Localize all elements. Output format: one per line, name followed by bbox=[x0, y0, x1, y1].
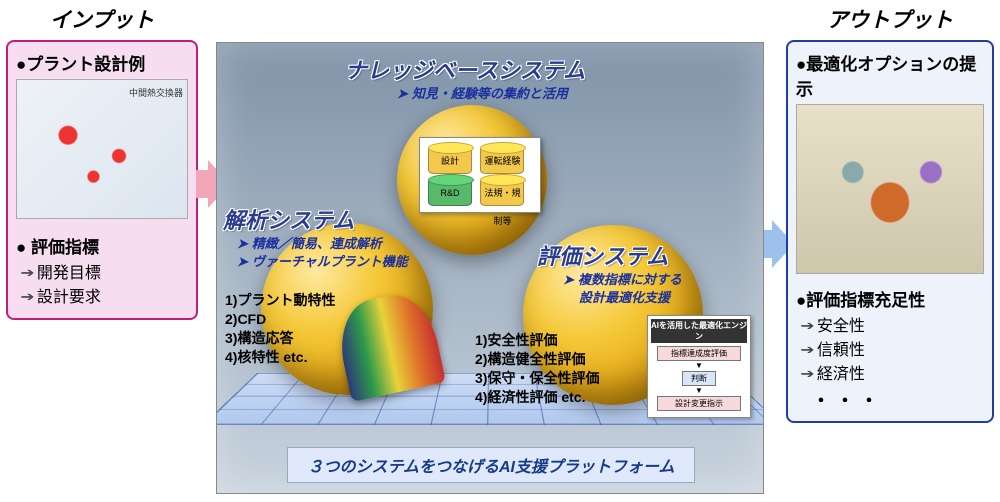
evaluation-title: 評価システム bbox=[537, 239, 668, 271]
input-heading-metrics: 評価指標 bbox=[16, 233, 188, 258]
evaluation-l3: 3)保守・保全性評価 bbox=[475, 369, 599, 388]
evaluation-l1: 1)安全性評価 bbox=[475, 331, 599, 350]
output-sub-economy: 経済性 bbox=[802, 363, 984, 387]
plant-design-image: 中間熱交換器 bbox=[16, 79, 188, 219]
analysis-sub2: ➤ヴァーチャルプラント機能 bbox=[237, 251, 408, 270]
analysis-title: 解析システム bbox=[223, 203, 354, 235]
analysis-l1: 1)プラント動特性 bbox=[225, 291, 335, 310]
knowledge-title: ナレッジベースシステム bbox=[345, 53, 585, 85]
output-sub-reliability: 信頼性 bbox=[802, 339, 984, 363]
evaluation-sub2: 設計最適化支援 bbox=[579, 287, 670, 306]
output-column: アウトプット 最適化オプションの提示 評価指標充足性 安全性 信頼性 経済性 ・… bbox=[786, 0, 994, 423]
analysis-l2: 2)CFD bbox=[225, 310, 335, 329]
input-column: インプット プラント設計例 中間熱交換器 評価指標 開発目標 設計要求 bbox=[6, 0, 198, 320]
cyl-ops: 運転経験 bbox=[480, 146, 524, 174]
input-header: インプット bbox=[6, 0, 198, 40]
flow-step-b: 判断 bbox=[682, 371, 716, 386]
reactor-image bbox=[796, 104, 984, 274]
flow-title: AIを活用した最適化エンジン bbox=[651, 319, 747, 343]
evaluation-list: 1)安全性評価 2)構造健全性評価 3)保守・保全性評価 4)経済性評価 etc… bbox=[475, 331, 599, 407]
cyl-rnd: R&D bbox=[428, 178, 472, 206]
evaluation-l4: 4)経済性評価 etc. bbox=[475, 388, 599, 407]
center-footer: ３つのシステムをつなげるAI支援プラットフォーム bbox=[287, 447, 695, 483]
input-panel: プラント設計例 中間熱交換器 評価指標 開発目標 設計要求 bbox=[6, 40, 198, 320]
cyl-reg: 法規・規制等 bbox=[480, 178, 524, 206]
knowledge-db-card: 設計 運転経験 R&D 法規・規制等 bbox=[419, 137, 541, 213]
analysis-l3: 3)構造応答 bbox=[225, 329, 335, 348]
flow-step-a: 指標達成度評価 bbox=[657, 346, 741, 361]
output-sub-safety: 安全性 bbox=[802, 315, 984, 339]
flow-arrow-2: ▼ bbox=[651, 388, 747, 394]
flow-arrow-1: ▼ bbox=[651, 363, 747, 369]
plant-image-label: 中間熱交換器 bbox=[129, 86, 183, 99]
knowledge-sub: ➤知見・経験等の集約と活用 bbox=[397, 83, 568, 102]
input-sub-design-req: 設計要求 bbox=[22, 286, 188, 310]
cyl-design: 設計 bbox=[428, 146, 472, 174]
analysis-sub2-text: ヴァーチャルプラント機能 bbox=[252, 254, 408, 269]
input-heading-plant-example: プラント設計例 bbox=[16, 50, 188, 75]
evaluation-sub2-text: 設計最適化支援 bbox=[579, 290, 670, 305]
evaluation-sub1-text: 複数指標に対する bbox=[578, 272, 682, 287]
input-sub-dev-goal: 開発目標 bbox=[22, 262, 188, 286]
output-heading-options: 最適化オプションの提示 bbox=[796, 50, 984, 100]
flow-step-c: 設計変更指示 bbox=[657, 396, 741, 411]
evaluation-sub1: ➤複数指標に対する bbox=[563, 269, 682, 288]
output-heading-sufficiency: 評価指標充足性 bbox=[796, 286, 984, 311]
evaluation-l2: 2)構造健全性評価 bbox=[475, 350, 599, 369]
knowledge-sub-text: 知見・経験等の集約と活用 bbox=[412, 86, 568, 101]
output-panel: 最適化オプションの提示 評価指標充足性 安全性 信頼性 経済性 ・・・ bbox=[786, 40, 994, 423]
analysis-list: 1)プラント動特性 2)CFD 3)構造応答 4)核特性 etc. bbox=[225, 291, 335, 367]
evaluation-flow-card: AIを活用した最適化エンジン 指標達成度評価 ▼ 判断 ▼ 設計変更指示 bbox=[647, 315, 751, 418]
analysis-sub1-text: 精緻／簡易、連成解析 bbox=[252, 236, 382, 251]
output-header: アウトプット bbox=[786, 0, 994, 40]
center-stage: ナレッジベースシステム ➤知見・経験等の集約と活用 設計 運転経験 R&D 法規… bbox=[216, 42, 764, 494]
output-ellipsis: ・・・ bbox=[812, 387, 984, 413]
analysis-l4: 4)核特性 etc. bbox=[225, 348, 335, 367]
analysis-sub1: ➤精緻／簡易、連成解析 bbox=[237, 233, 382, 252]
